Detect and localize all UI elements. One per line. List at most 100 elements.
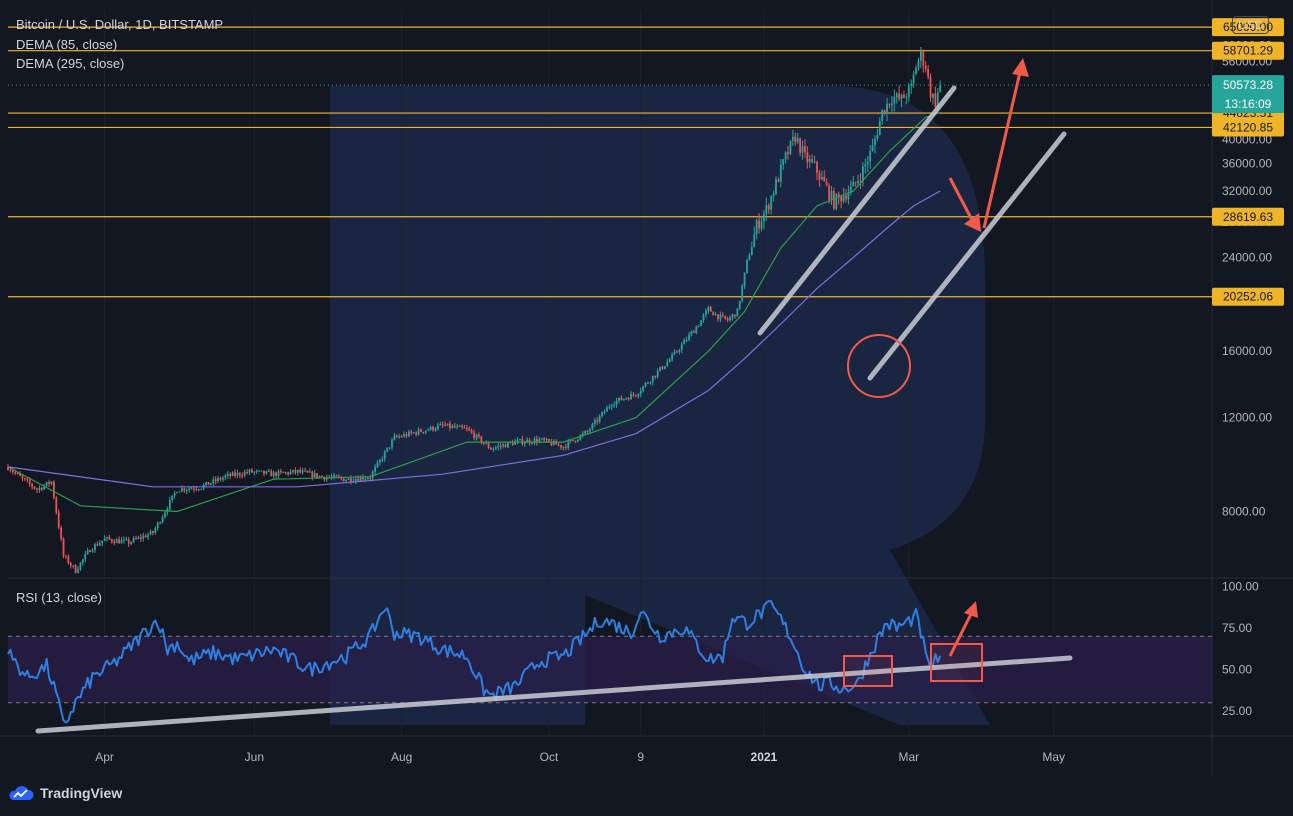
candle-body xyxy=(492,448,495,450)
candle-body xyxy=(907,85,910,98)
candle-body xyxy=(33,486,36,489)
candle-body xyxy=(333,475,335,478)
candle-body xyxy=(260,470,263,472)
candle-body xyxy=(347,478,350,481)
candle-body xyxy=(132,538,135,542)
candle-body xyxy=(552,440,555,446)
candle-body xyxy=(618,397,620,401)
candle-body xyxy=(468,428,471,431)
candle-body xyxy=(7,466,9,470)
candle-body xyxy=(84,553,87,560)
candle-body xyxy=(548,439,550,442)
candle-body xyxy=(577,439,579,442)
candle-body xyxy=(849,186,852,193)
candle-body xyxy=(632,393,635,396)
candle-body xyxy=(929,76,932,98)
candle-body xyxy=(173,493,176,496)
candle-body xyxy=(180,488,183,492)
candle-body xyxy=(939,85,942,93)
candle-body xyxy=(357,478,360,481)
candle-body xyxy=(178,491,181,493)
candle-body xyxy=(417,429,420,435)
candle-body xyxy=(750,247,753,255)
candle-body xyxy=(67,556,70,564)
candle-body xyxy=(589,429,591,432)
candle-body xyxy=(345,480,347,482)
candle-body xyxy=(490,447,492,450)
dema-85-legend[interactable]: DEMA (85, close) xyxy=(16,37,118,52)
candle-body xyxy=(243,471,246,476)
candle-body xyxy=(422,431,425,433)
rsi-tick-label: 100.00 xyxy=(1222,579,1259,593)
candle-body xyxy=(789,140,792,155)
candle-body xyxy=(241,475,244,477)
candle-body xyxy=(719,314,722,320)
currency-badge[interactable]: USD xyxy=(1232,16,1270,34)
time-tick-label: May xyxy=(1042,750,1065,764)
channel-lines xyxy=(35,85,1073,734)
candle-body xyxy=(886,103,888,115)
candle-body xyxy=(601,412,603,417)
candle-body xyxy=(379,459,381,463)
candle-body xyxy=(212,479,215,484)
time-tick-label: 2021 xyxy=(751,750,778,764)
candle-body xyxy=(226,473,229,476)
candle-body xyxy=(19,473,21,476)
candle-body xyxy=(661,366,664,369)
support-circle xyxy=(847,334,911,398)
candle-body xyxy=(55,497,58,513)
candle-body xyxy=(118,539,120,544)
candle-body xyxy=(692,331,695,333)
candle-body xyxy=(176,492,178,494)
candle-body xyxy=(787,152,789,155)
candle-body xyxy=(371,471,374,479)
candle-body xyxy=(562,446,565,448)
rsi-series xyxy=(7,600,942,724)
candle-body xyxy=(284,472,287,474)
candle-body xyxy=(567,441,570,448)
candle-body xyxy=(630,393,632,400)
candle-body xyxy=(197,489,200,491)
candle-body xyxy=(519,439,521,441)
candle-body xyxy=(533,438,536,444)
candle-body xyxy=(446,423,449,426)
candle-body xyxy=(21,475,24,479)
candle-body xyxy=(811,159,814,162)
candle-body xyxy=(497,445,500,448)
candle-body xyxy=(11,470,14,473)
arrow-up-line xyxy=(982,71,1022,229)
candle-body xyxy=(31,483,34,487)
candle-body xyxy=(823,176,826,182)
candle-body xyxy=(738,300,741,309)
rsi-legend[interactable]: RSI (13, close) xyxy=(16,590,102,605)
candle-body xyxy=(876,134,879,139)
candle-body xyxy=(642,386,645,391)
footer-brand[interactable]: TradingView xyxy=(8,785,122,801)
candle-body xyxy=(405,434,408,437)
candle-body xyxy=(79,562,82,570)
candle-body xyxy=(439,424,442,426)
candle-body xyxy=(743,272,746,286)
candle-body xyxy=(734,314,736,317)
candle-body xyxy=(591,423,594,430)
candle-body xyxy=(156,522,159,529)
dema-295-legend[interactable]: DEMA (295, close) xyxy=(16,56,125,71)
candle-body xyxy=(24,478,26,480)
candle-body xyxy=(188,488,191,490)
candle-body xyxy=(833,190,835,209)
candle-body xyxy=(507,442,509,448)
candle-body xyxy=(410,431,413,433)
candle-body xyxy=(910,83,913,86)
candle-body xyxy=(316,473,319,478)
candle-body xyxy=(705,310,707,315)
candle-body xyxy=(758,220,760,229)
candle-body xyxy=(238,472,241,476)
candle-body xyxy=(16,472,19,474)
candle-body xyxy=(852,182,855,187)
candle-body xyxy=(335,475,338,477)
candle-body xyxy=(557,444,560,446)
candle-body xyxy=(890,103,893,106)
candle-body xyxy=(103,538,106,541)
